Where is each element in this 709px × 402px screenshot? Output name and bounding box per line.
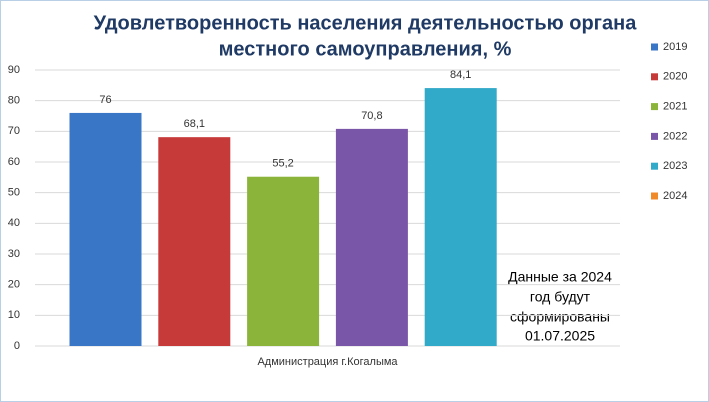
annotation: год будут [530, 289, 591, 305]
legend-swatch [651, 132, 658, 140]
chart-title: Удовлетворенность населения деятельность… [94, 12, 638, 34]
legend-label: 2023 [663, 160, 687, 172]
value-label: 68,1 [184, 118, 205, 130]
bar [335, 128, 408, 346]
y-tick-label: 10 [8, 309, 20, 321]
annotation: сформированы [510, 309, 610, 325]
y-tick-label: 90 [8, 64, 20, 76]
legend-label: 2019 [663, 41, 687, 53]
value-label: 55,2 [272, 158, 293, 170]
legend-swatch [651, 103, 658, 111]
bar [69, 112, 142, 346]
bar [158, 137, 231, 346]
legend-swatch [651, 192, 658, 200]
annotation: 01.07.2025 [525, 328, 595, 344]
y-tick-label: 70 [8, 125, 20, 137]
legend-label: 2024 [663, 190, 687, 202]
value-label: 70,8 [361, 110, 382, 122]
y-tick-label: 20 [8, 279, 20, 291]
y-tick-label: 0 [14, 340, 20, 352]
legend-label: 2021 [663, 101, 687, 113]
y-tick-label: 40 [8, 217, 20, 229]
y-tick-label: 80 [8, 95, 20, 107]
annotation: Данные за 2024 [508, 269, 612, 285]
legend-swatch [651, 162, 658, 170]
y-tick-label: 60 [8, 156, 20, 168]
bar [424, 88, 497, 347]
legend-label: 2022 [663, 130, 687, 142]
x-tick-label: Администрация г.Когалыма [257, 356, 398, 368]
value-label: 84,1 [450, 69, 471, 81]
y-tick-label: 30 [8, 248, 20, 260]
y-tick-label: 50 [8, 187, 20, 199]
legend-swatch [651, 43, 658, 51]
legend-swatch [651, 73, 658, 81]
value-label: 76 [99, 94, 111, 106]
bar [247, 176, 320, 346]
chart-title: местного самоуправления, % [219, 38, 512, 60]
legend-label: 2020 [663, 71, 687, 83]
